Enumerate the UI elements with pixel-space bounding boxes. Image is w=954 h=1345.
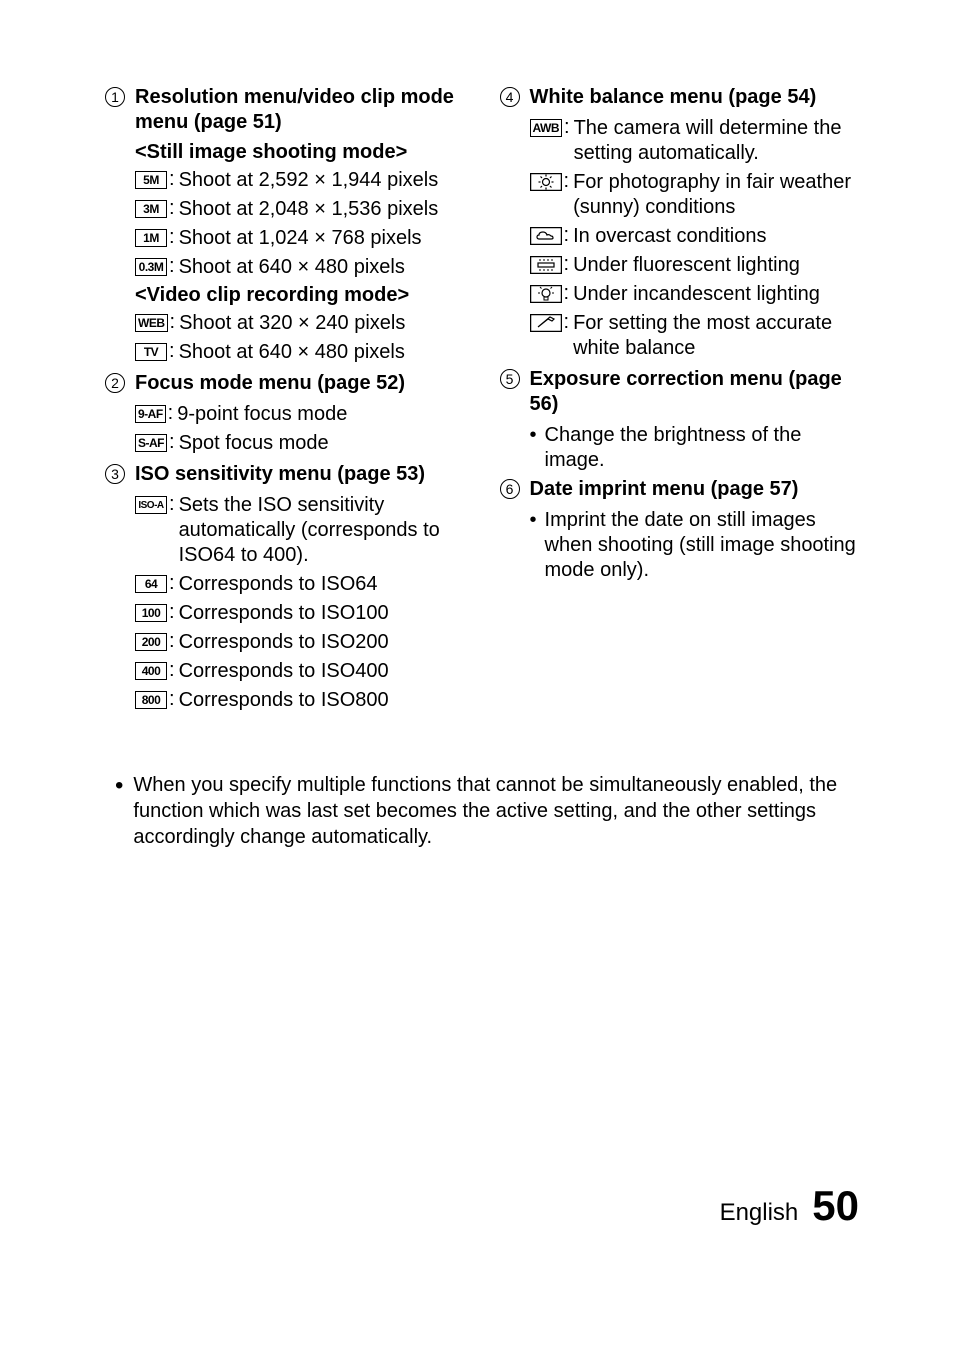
wb-awb-icon: AWB — [530, 119, 563, 137]
resolution-03m-icon: 0.3M — [135, 258, 167, 276]
section-title-focus: Focus mode menu (page 52) — [135, 371, 405, 396]
exposure-desc: Change the brightness of the image. — [545, 423, 864, 473]
iso-800-desc: Corresponds to ISO800 — [179, 688, 389, 713]
resolution-1m-desc: Shoot at 1,024 × 768 pixels — [179, 226, 422, 251]
section-title-resolution: Resolution menu/video clip mode menu (pa… — [135, 85, 470, 135]
separator: : — [564, 282, 570, 305]
footnote-text: When you specify multiple functions that… — [133, 772, 844, 850]
separator: : — [169, 226, 175, 249]
resolution-03m-desc: Shoot at 640 × 480 pixels — [179, 255, 405, 280]
cloudy-icon — [530, 227, 562, 245]
section-number-3: 3 — [105, 464, 125, 484]
video-web-desc: Shoot at 320 × 240 pixels — [179, 311, 405, 336]
separator: : — [169, 659, 175, 682]
date-desc: Imprint the date on still images when sh… — [545, 508, 864, 583]
footer-page-number: 50 — [812, 1182, 859, 1230]
iso-400-icon: 400 — [135, 662, 167, 680]
separator: : — [169, 493, 175, 516]
section-number-2: 2 — [105, 373, 125, 393]
separator: : — [564, 311, 570, 334]
sunny-icon — [530, 173, 562, 191]
resolution-5m-icon: 5M — [135, 171, 167, 189]
separator: : — [169, 688, 175, 711]
resolution-3m-desc: Shoot at 2,048 × 1,536 pixels — [179, 197, 439, 222]
iso-100-desc: Corresponds to ISO100 — [179, 601, 389, 626]
separator: : — [169, 197, 175, 220]
separator: : — [564, 224, 570, 247]
footer-language: English — [720, 1199, 799, 1227]
iso-auto-icon: ISO-A — [135, 496, 167, 514]
iso-64-desc: Corresponds to ISO64 — [179, 572, 378, 597]
separator: : — [169, 630, 175, 653]
iso-64-icon: 64 — [135, 575, 167, 593]
wb-fluorescent-desc: Under fluorescent lighting — [573, 253, 800, 278]
wb-manual-desc: For setting the most accurate white bala… — [573, 311, 864, 361]
subtitle-still-image: <Still image shooting mode> — [135, 141, 470, 164]
separator: : — [169, 168, 175, 191]
iso-800-icon: 800 — [135, 691, 167, 709]
separator: : — [564, 170, 570, 193]
subtitle-video-clip: <Video clip recording mode> — [135, 284, 470, 307]
bullet-icon: • — [530, 508, 537, 533]
iso-auto-desc: Sets the ISO sensitivity automatically (… — [179, 493, 470, 568]
separator: : — [169, 572, 175, 595]
separator: : — [170, 311, 176, 334]
section-title-exposure: Exposure correction menu (page 56) — [530, 367, 865, 417]
section-number-6: 6 — [500, 479, 520, 499]
focus-saf-desc: Spot focus mode — [179, 431, 329, 456]
separator: : — [168, 402, 174, 425]
separator: : — [169, 255, 175, 278]
separator: : — [169, 340, 175, 363]
incandescent-icon — [530, 285, 562, 303]
wb-awb-desc: The camera will determine the setting au… — [574, 116, 864, 166]
wb-incandescent-desc: Under incandescent lighting — [573, 282, 820, 307]
resolution-3m-icon: 3M — [135, 200, 167, 218]
video-tv-desc: Shoot at 640 × 480 pixels — [179, 340, 405, 365]
separator: : — [169, 601, 175, 624]
resolution-1m-icon: 1M — [135, 229, 167, 247]
separator: : — [169, 431, 175, 454]
section-number-1: 1 — [105, 87, 125, 107]
bullet-icon: • — [530, 423, 537, 448]
focus-9af-desc: 9-point focus mode — [177, 402, 347, 427]
iso-400-desc: Corresponds to ISO400 — [179, 659, 389, 684]
resolution-5m-desc: Shoot at 2,592 × 1,944 pixels — [179, 168, 439, 193]
separator: : — [564, 116, 570, 139]
focus-saf-icon: S-AF — [135, 434, 167, 452]
footnote-bullet-icon: • — [115, 774, 123, 798]
manual-wb-icon — [530, 314, 562, 332]
section-number-4: 4 — [500, 87, 520, 107]
iso-200-icon: 200 — [135, 633, 167, 651]
focus-9af-icon: 9-AF — [135, 405, 166, 423]
wb-cloudy-desc: In overcast conditions — [573, 224, 766, 249]
video-tv-icon: TV — [135, 343, 167, 361]
section-title-white-balance: White balance menu (page 54) — [530, 85, 817, 110]
section-number-5: 5 — [500, 369, 520, 389]
video-web-icon: WEB — [135, 314, 168, 332]
section-title-iso: ISO sensitivity menu (page 53) — [135, 462, 425, 487]
iso-100-icon: 100 — [135, 604, 167, 622]
iso-200-desc: Corresponds to ISO200 — [179, 630, 389, 655]
fluorescent-icon — [530, 256, 562, 274]
separator: : — [564, 253, 570, 276]
wb-sunny-desc: For photography in fair weather (sunny) … — [573, 170, 864, 220]
section-title-date: Date imprint menu (page 57) — [530, 477, 799, 502]
